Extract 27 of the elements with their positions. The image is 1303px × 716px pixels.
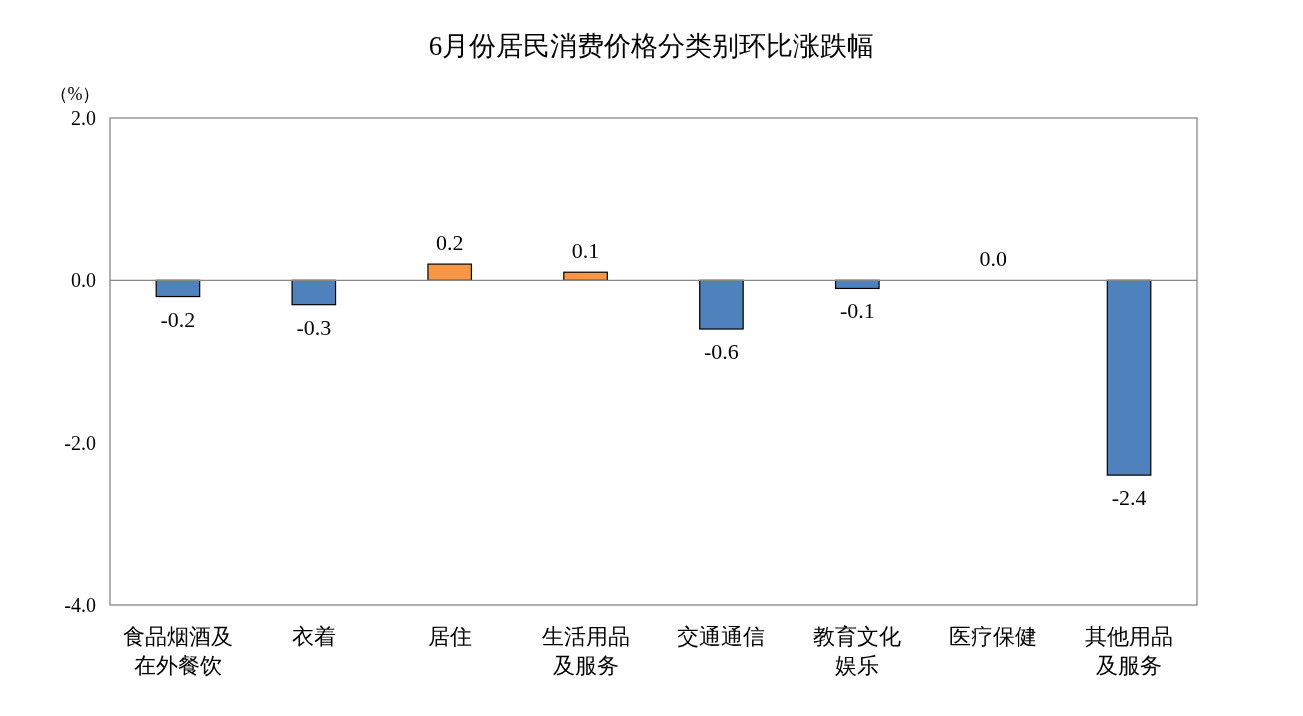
x-tick-label: 食品烟酒及在外餐饮 <box>122 624 233 678</box>
data-label: -0.3 <box>296 314 332 340</box>
bar <box>155 279 201 298</box>
bar <box>1106 279 1152 476</box>
y-tick-label: 0.0 <box>71 269 96 292</box>
x-tick-label: 医疗保健 <box>949 624 1038 649</box>
data-label: 0.1 <box>571 238 600 264</box>
x-tick-label: 教育文化娱乐 <box>813 624 902 678</box>
data-label: -0.1 <box>839 298 875 324</box>
x-tick-label: 生活用品及服务 <box>541 624 630 678</box>
bar <box>427 263 473 281</box>
data-label: -2.4 <box>1111 485 1147 511</box>
x-tick-label: 衣着 <box>291 624 336 649</box>
y-tick-label: -2.0 <box>64 431 96 454</box>
x-tick-label: 其他用品及服务 <box>1085 624 1174 678</box>
chart-title: 6月份居民消费价格分类别环比涨跌幅 <box>428 31 875 61</box>
data-label: 0.2 <box>435 230 464 256</box>
data-label: -0.2 <box>160 306 196 332</box>
x-tick-label: 居住 <box>427 624 472 649</box>
y-tick-label: -4.0 <box>64 594 96 616</box>
bar <box>291 279 337 306</box>
y-tick-label: 2.0 <box>71 107 96 129</box>
x-tick-label: 交通通信 <box>677 624 766 649</box>
y-axis-title: （%） <box>49 84 101 104</box>
bar <box>699 279 744 330</box>
data-label: 0.0 <box>979 246 1007 272</box>
data-label: -0.6 <box>704 339 739 365</box>
